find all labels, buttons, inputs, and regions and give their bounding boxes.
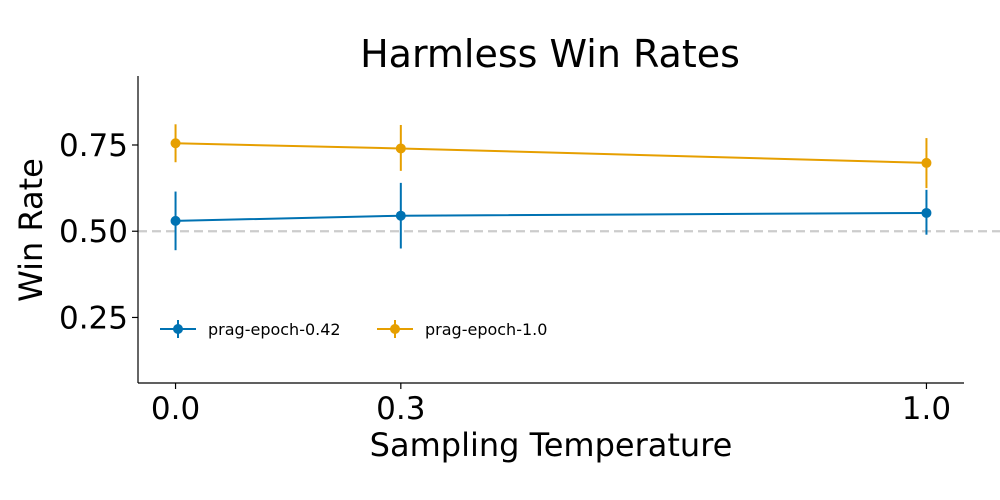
data-point [170,215,181,226]
x-tick-label: 0.0 [151,391,200,427]
x-tick-label: 0.3 [376,391,425,427]
y-tick-label: 0.25 [59,300,128,336]
y-axis-label: Win Rate [12,158,50,302]
y-tick-label: 0.75 [59,128,128,164]
legend-swatch-marker [173,324,183,334]
y-tick-label: 0.50 [59,214,128,250]
data-point [395,143,406,154]
legend: prag-epoch-0.42 prag-epoch-1.0 [160,320,547,339]
chart-title: Harmless Win Rates [360,32,740,76]
y-ticks: 0.25 0.50 0.75 [59,128,138,336]
series-prag-epoch-1.0 [170,124,932,189]
series-prag-epoch-0.42 [170,182,932,251]
data-point [170,138,181,149]
series-layer [170,124,932,251]
legend-label: prag-epoch-0.42 [208,320,341,339]
data-point [921,207,932,218]
series-line [175,211,927,222]
legend-label: prag-epoch-1.0 [425,320,547,339]
legend-swatch-marker [390,324,400,334]
legend-item: prag-epoch-0.42 [160,320,341,339]
x-ticks: 0.0 0.3 1.0 [151,383,951,427]
x-tick-label: 1.0 [902,391,951,427]
series-line [175,142,927,164]
x-axis-label: Sampling Temperature [370,426,733,464]
legend-item: prag-epoch-1.0 [377,320,547,339]
data-point [921,157,932,168]
data-point [395,210,406,221]
